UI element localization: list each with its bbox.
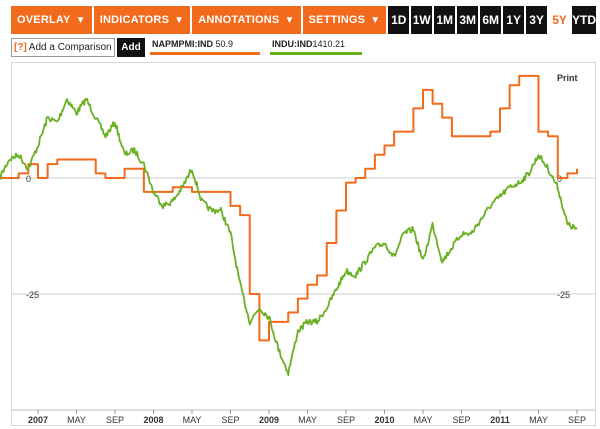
range-button-5y[interactable]: 5Y bbox=[549, 6, 571, 34]
legend-indu: INDU:IND1410.21 bbox=[272, 39, 345, 49]
x-tick-label: 2009 bbox=[259, 415, 279, 425]
x-tick-label: MAY bbox=[529, 415, 548, 425]
x-tick-label: 2010 bbox=[374, 415, 394, 425]
settings-menu-label: SETTINGS bbox=[308, 14, 366, 26]
indicators-menu-label: INDICATORS bbox=[99, 14, 170, 26]
legend-indu-symbol: INDU:IND bbox=[272, 39, 313, 49]
x-tick-label: SEP bbox=[337, 415, 355, 425]
range-button-ytd[interactable]: YTD bbox=[572, 6, 597, 34]
x-tick-label: SEP bbox=[452, 415, 470, 425]
range-button-3y[interactable]: 3Y bbox=[526, 6, 548, 34]
legend-napmpmi-value: 50.9 bbox=[215, 39, 234, 49]
add-comparison-input[interactable]: [?] Add a Comparison bbox=[11, 38, 115, 57]
x-tick-label: MAY bbox=[183, 415, 202, 425]
range-button-1y[interactable]: 1Y bbox=[503, 6, 525, 34]
y-tick-label-right: -25 bbox=[557, 290, 570, 300]
print-link[interactable]: Print bbox=[557, 73, 578, 83]
legend-napmpmi-symbol: NAPMPMI:IND bbox=[152, 39, 213, 49]
overlay-menu-label: OVERLAY bbox=[17, 14, 71, 26]
x-tick-label: SEP bbox=[568, 415, 586, 425]
chevron-down-icon: ▼ bbox=[284, 14, 295, 26]
chevron-down-icon: ▼ bbox=[174, 14, 185, 26]
legend-indu-value: 1410.21 bbox=[312, 39, 346, 49]
add-comparison-placeholder: Add a Comparison bbox=[28, 42, 112, 53]
annotations-menu-button[interactable]: ANNOTATIONS ▼ bbox=[192, 6, 301, 34]
x-tick-label: SEP bbox=[221, 415, 239, 425]
add-comparison-button[interactable]: Add bbox=[117, 38, 145, 57]
legend-indu-swatch bbox=[270, 52, 362, 55]
x-tick-label: MAY bbox=[298, 415, 317, 425]
x-tick-label: 2008 bbox=[143, 415, 163, 425]
chevron-down-icon: ▼ bbox=[75, 14, 86, 26]
chevron-down-icon: ▼ bbox=[370, 14, 381, 26]
x-tick-label: MAY bbox=[67, 415, 86, 425]
y-tick-label-left: -25 bbox=[26, 290, 39, 300]
legend-napmpmi: NAPMPMI:IND 50.9 bbox=[152, 39, 233, 49]
x-tick-label: 2007 bbox=[28, 415, 48, 425]
chart-toolbar: OVERLAY ▼ INDICATORS ▼ ANNOTATIONS ▼ SETTIN… bbox=[11, 6, 597, 34]
indicators-menu-button[interactable]: INDICATORS ▼ bbox=[93, 6, 191, 34]
range-button-3m[interactable]: 3M bbox=[457, 6, 479, 34]
settings-menu-button[interactable]: SETTINGS ▼ bbox=[302, 6, 387, 34]
range-button-1m[interactable]: 1M bbox=[434, 6, 456, 34]
range-button-6m[interactable]: 6M bbox=[480, 6, 502, 34]
help-icon[interactable]: [?] bbox=[14, 42, 27, 53]
legend-napmpmi-swatch bbox=[150, 52, 260, 55]
x-tick-label: 2011 bbox=[490, 415, 510, 425]
range-button-1w[interactable]: 1W bbox=[411, 6, 433, 34]
indu-series-line bbox=[0, 97, 578, 376]
range-button-1d[interactable]: 1D bbox=[388, 6, 410, 34]
x-tick-label: MAY bbox=[414, 415, 433, 425]
napmpmi-series-line bbox=[0, 74, 578, 342]
x-tick-label: SEP bbox=[106, 415, 124, 425]
y-tick-label-left: 0 bbox=[26, 174, 31, 184]
annotations-menu-label: ANNOTATIONS bbox=[198, 14, 280, 26]
overlay-menu-button[interactable]: OVERLAY ▼ bbox=[11, 6, 92, 34]
